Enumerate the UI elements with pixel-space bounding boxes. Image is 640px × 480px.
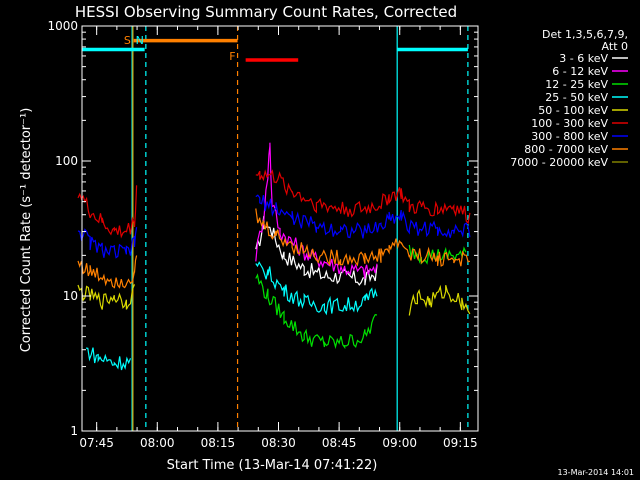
y-tick-label: 1 bbox=[70, 424, 78, 438]
series-line bbox=[255, 261, 378, 316]
x-tick-label: 08:45 bbox=[322, 436, 357, 450]
x-axis-label: Start Time (13-Mar-14 07:41:22) bbox=[167, 458, 378, 473]
legend-entry-label: 6 - 12 keV bbox=[552, 65, 608, 78]
flag-label: F bbox=[229, 50, 235, 63]
x-tick-label: 08:00 bbox=[140, 436, 175, 450]
legend-entry-label: 7000 - 20000 keV bbox=[510, 156, 608, 169]
series-line bbox=[255, 215, 378, 286]
series-line bbox=[77, 255, 138, 289]
x-tick-label: 09:15 bbox=[443, 436, 478, 450]
y-axis-label: Corrected Count Rate (s⁻¹ detector⁻¹) bbox=[19, 108, 34, 353]
series-line bbox=[255, 169, 471, 225]
flag-label: N bbox=[136, 34, 144, 47]
legend-entry-label: 300 - 800 keV bbox=[531, 130, 608, 143]
legend-entry-label: 800 - 7000 keV bbox=[524, 143, 608, 156]
legend-entry-label: 12 - 25 keV bbox=[545, 78, 608, 91]
plot-frame bbox=[81, 25, 479, 432]
legend-entry-label: 3 - 6 keV bbox=[559, 52, 608, 65]
legend-header: Att 0 bbox=[602, 40, 628, 53]
series-line bbox=[85, 347, 132, 371]
flag-label: S bbox=[124, 34, 131, 47]
x-tick-label: 08:30 bbox=[261, 436, 296, 450]
x-tick-label: 09:00 bbox=[382, 436, 417, 450]
series-line bbox=[77, 185, 138, 239]
series-line bbox=[255, 194, 471, 239]
chart-axes: 07:45 08:00 08:15 08:30 08:45 09:00 09:15 1 10 10… bbox=[47, 19, 479, 450]
legend-entry-label: 100 - 300 keV bbox=[531, 117, 608, 130]
series-line bbox=[77, 284, 136, 310]
series-line bbox=[408, 284, 471, 316]
y-tick-label: 100 bbox=[55, 154, 78, 168]
chart-title: HESSI Observing Summary Count Rates, Cor… bbox=[75, 3, 457, 21]
legend-header: Det 1,3,5,6,7,9, bbox=[542, 28, 628, 41]
series-line bbox=[255, 208, 471, 267]
footer-date: 13-Mar-2014 14:01 bbox=[558, 468, 635, 477]
x-tick-label: 07:45 bbox=[79, 436, 114, 450]
legend-entry-label: 50 - 100 keV bbox=[538, 104, 608, 117]
series-line bbox=[77, 227, 138, 259]
chart-marks: S N F bbox=[77, 26, 471, 431]
y-tick-label: 1000 bbox=[47, 19, 78, 33]
legend-entry-label: 25 - 50 keV bbox=[545, 91, 608, 104]
y-tick-label: 10 bbox=[63, 289, 78, 303]
x-tick-label: 08:15 bbox=[201, 436, 236, 450]
series-line bbox=[255, 273, 378, 350]
